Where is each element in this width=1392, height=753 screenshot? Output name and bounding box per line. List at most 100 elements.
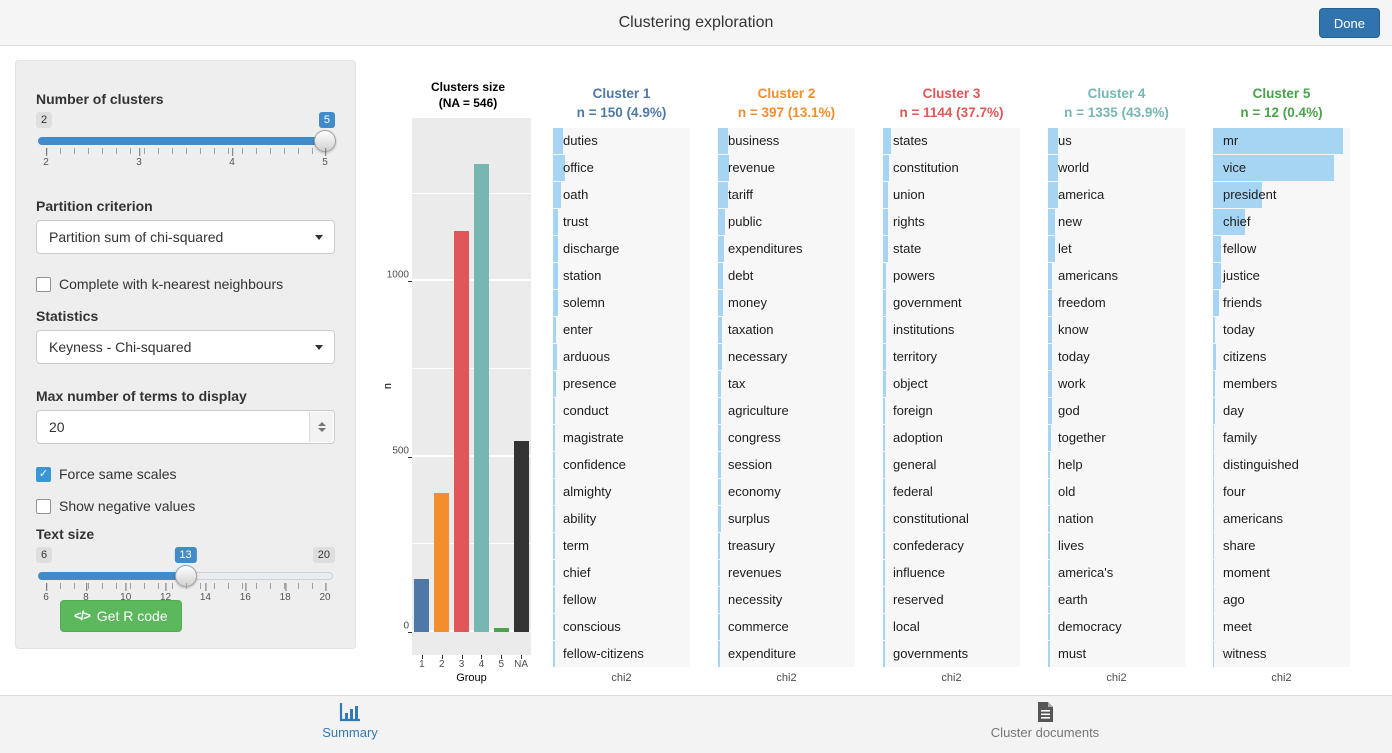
term-row[interactable]: arduous xyxy=(553,344,690,370)
term-row[interactable]: together xyxy=(1048,425,1185,451)
term-row[interactable]: america's xyxy=(1048,560,1185,586)
statistics-select[interactable]: Keyness - Chi-squared xyxy=(36,330,335,364)
term-row[interactable]: fellow xyxy=(1213,236,1350,262)
term-row[interactable]: necessary xyxy=(718,344,855,370)
term-row[interactable]: mr xyxy=(1213,128,1350,154)
spinner-down-icon[interactable] xyxy=(317,428,326,432)
term-row[interactable]: know xyxy=(1048,317,1185,343)
term-row[interactable]: chief xyxy=(1213,209,1350,235)
term-row[interactable]: president xyxy=(1213,182,1350,208)
term-row[interactable]: federal xyxy=(883,479,1020,505)
term-row[interactable]: earth xyxy=(1048,587,1185,613)
term-row[interactable]: discharge xyxy=(553,236,690,262)
term-row[interactable]: territory xyxy=(883,344,1020,370)
term-row[interactable]: public xyxy=(718,209,855,235)
term-row[interactable]: business xyxy=(718,128,855,154)
term-row[interactable]: constitution xyxy=(883,155,1020,181)
checkbox-checked-icon[interactable]: ✓ xyxy=(36,466,51,482)
term-row[interactable]: constitutional xyxy=(883,506,1020,532)
term-row[interactable]: solemn xyxy=(553,290,690,316)
term-row[interactable]: expenditure xyxy=(718,641,855,667)
term-row[interactable]: nation xyxy=(1048,506,1185,532)
term-row[interactable]: new xyxy=(1048,209,1185,235)
show-negative-checkbox[interactable]: ✓ Show negative values xyxy=(36,498,335,514)
term-row[interactable]: debt xyxy=(718,263,855,289)
term-row[interactable]: magistrate xyxy=(553,425,690,451)
term-row[interactable]: must xyxy=(1048,641,1185,667)
term-row[interactable]: friends xyxy=(1213,290,1350,316)
term-row[interactable]: surplus xyxy=(718,506,855,532)
term-row[interactable]: local xyxy=(883,614,1020,640)
term-row[interactable]: tax xyxy=(718,371,855,397)
term-row[interactable]: presence xyxy=(553,371,690,397)
term-row[interactable]: confederacy xyxy=(883,533,1020,559)
partition-criterion-select[interactable]: Partition sum of chi-squared xyxy=(36,220,335,254)
term-row[interactable]: trust xyxy=(553,209,690,235)
get-r-code-button[interactable]: </> Get R code xyxy=(60,599,182,632)
term-row[interactable]: let xyxy=(1048,236,1185,262)
term-row[interactable]: freedom xyxy=(1048,290,1185,316)
tab-cluster-documents[interactable]: Cluster documents xyxy=(983,702,1107,740)
number-of-clusters-slider[interactable]: 2 5 2 3 4 5 xyxy=(36,112,336,172)
term-row[interactable]: reserved xyxy=(883,587,1020,613)
term-row[interactable]: old xyxy=(1048,479,1185,505)
checkbox-icon[interactable]: ✓ xyxy=(36,276,51,292)
term-row[interactable]: object xyxy=(883,371,1020,397)
term-row[interactable]: meet xyxy=(1213,614,1350,640)
term-row[interactable]: witness xyxy=(1213,641,1350,667)
term-row[interactable]: commerce xyxy=(718,614,855,640)
term-row[interactable]: americans xyxy=(1048,263,1185,289)
term-row[interactable]: god xyxy=(1048,398,1185,424)
term-row[interactable]: work xyxy=(1048,371,1185,397)
term-row[interactable]: enter xyxy=(553,317,690,343)
term-row[interactable]: institutions xyxy=(883,317,1020,343)
spinner-up-icon[interactable] xyxy=(317,422,326,426)
term-row[interactable]: chief xyxy=(553,560,690,586)
term-row[interactable]: ago xyxy=(1213,587,1350,613)
term-row[interactable]: term xyxy=(553,533,690,559)
term-row[interactable]: today xyxy=(1048,344,1185,370)
term-row[interactable]: session xyxy=(718,452,855,478)
term-row[interactable]: economy xyxy=(718,479,855,505)
term-row[interactable]: family xyxy=(1213,425,1350,451)
max-terms-input[interactable]: 20 xyxy=(36,410,335,444)
term-row[interactable]: share xyxy=(1213,533,1350,559)
term-row[interactable]: members xyxy=(1213,371,1350,397)
term-row[interactable]: distinguished xyxy=(1213,452,1350,478)
term-row[interactable]: station xyxy=(553,263,690,289)
term-row[interactable]: expenditures xyxy=(718,236,855,262)
term-row[interactable]: congress xyxy=(718,425,855,451)
term-row[interactable]: revenue xyxy=(718,155,855,181)
term-row[interactable]: foreign xyxy=(883,398,1020,424)
force-same-scales-checkbox[interactable]: ✓ Force same scales xyxy=(36,466,335,482)
term-row[interactable]: adoption xyxy=(883,425,1020,451)
term-row[interactable]: rights xyxy=(883,209,1020,235)
term-row[interactable]: agriculture xyxy=(718,398,855,424)
term-row[interactable]: office xyxy=(553,155,690,181)
knn-checkbox[interactable]: ✓ Complete with k-nearest neighbours xyxy=(36,276,335,292)
term-row[interactable]: ability xyxy=(553,506,690,532)
term-row[interactable]: us xyxy=(1048,128,1185,154)
term-row[interactable]: conscious xyxy=(553,614,690,640)
term-row[interactable]: general xyxy=(883,452,1020,478)
term-row[interactable]: money xyxy=(718,290,855,316)
term-row[interactable]: day xyxy=(1213,398,1350,424)
checkbox-icon[interactable]: ✓ xyxy=(36,498,51,514)
number-spinner[interactable] xyxy=(309,412,333,442)
term-row[interactable]: treasury xyxy=(718,533,855,559)
term-row[interactable]: government xyxy=(883,290,1020,316)
done-button[interactable]: Done xyxy=(1318,8,1380,38)
term-row[interactable]: justice xyxy=(1213,263,1350,289)
term-row[interactable]: conduct xyxy=(553,398,690,424)
term-row[interactable]: america xyxy=(1048,182,1185,208)
term-row[interactable]: today xyxy=(1213,317,1350,343)
term-row[interactable]: confidence xyxy=(553,452,690,478)
term-row[interactable]: democracy xyxy=(1048,614,1185,640)
term-row[interactable]: union xyxy=(883,182,1020,208)
term-row[interactable]: four xyxy=(1213,479,1350,505)
term-row[interactable]: revenues xyxy=(718,560,855,586)
term-row[interactable]: help xyxy=(1048,452,1185,478)
term-row[interactable]: states xyxy=(883,128,1020,154)
term-row[interactable]: citizens xyxy=(1213,344,1350,370)
term-row[interactable]: influence xyxy=(883,560,1020,586)
